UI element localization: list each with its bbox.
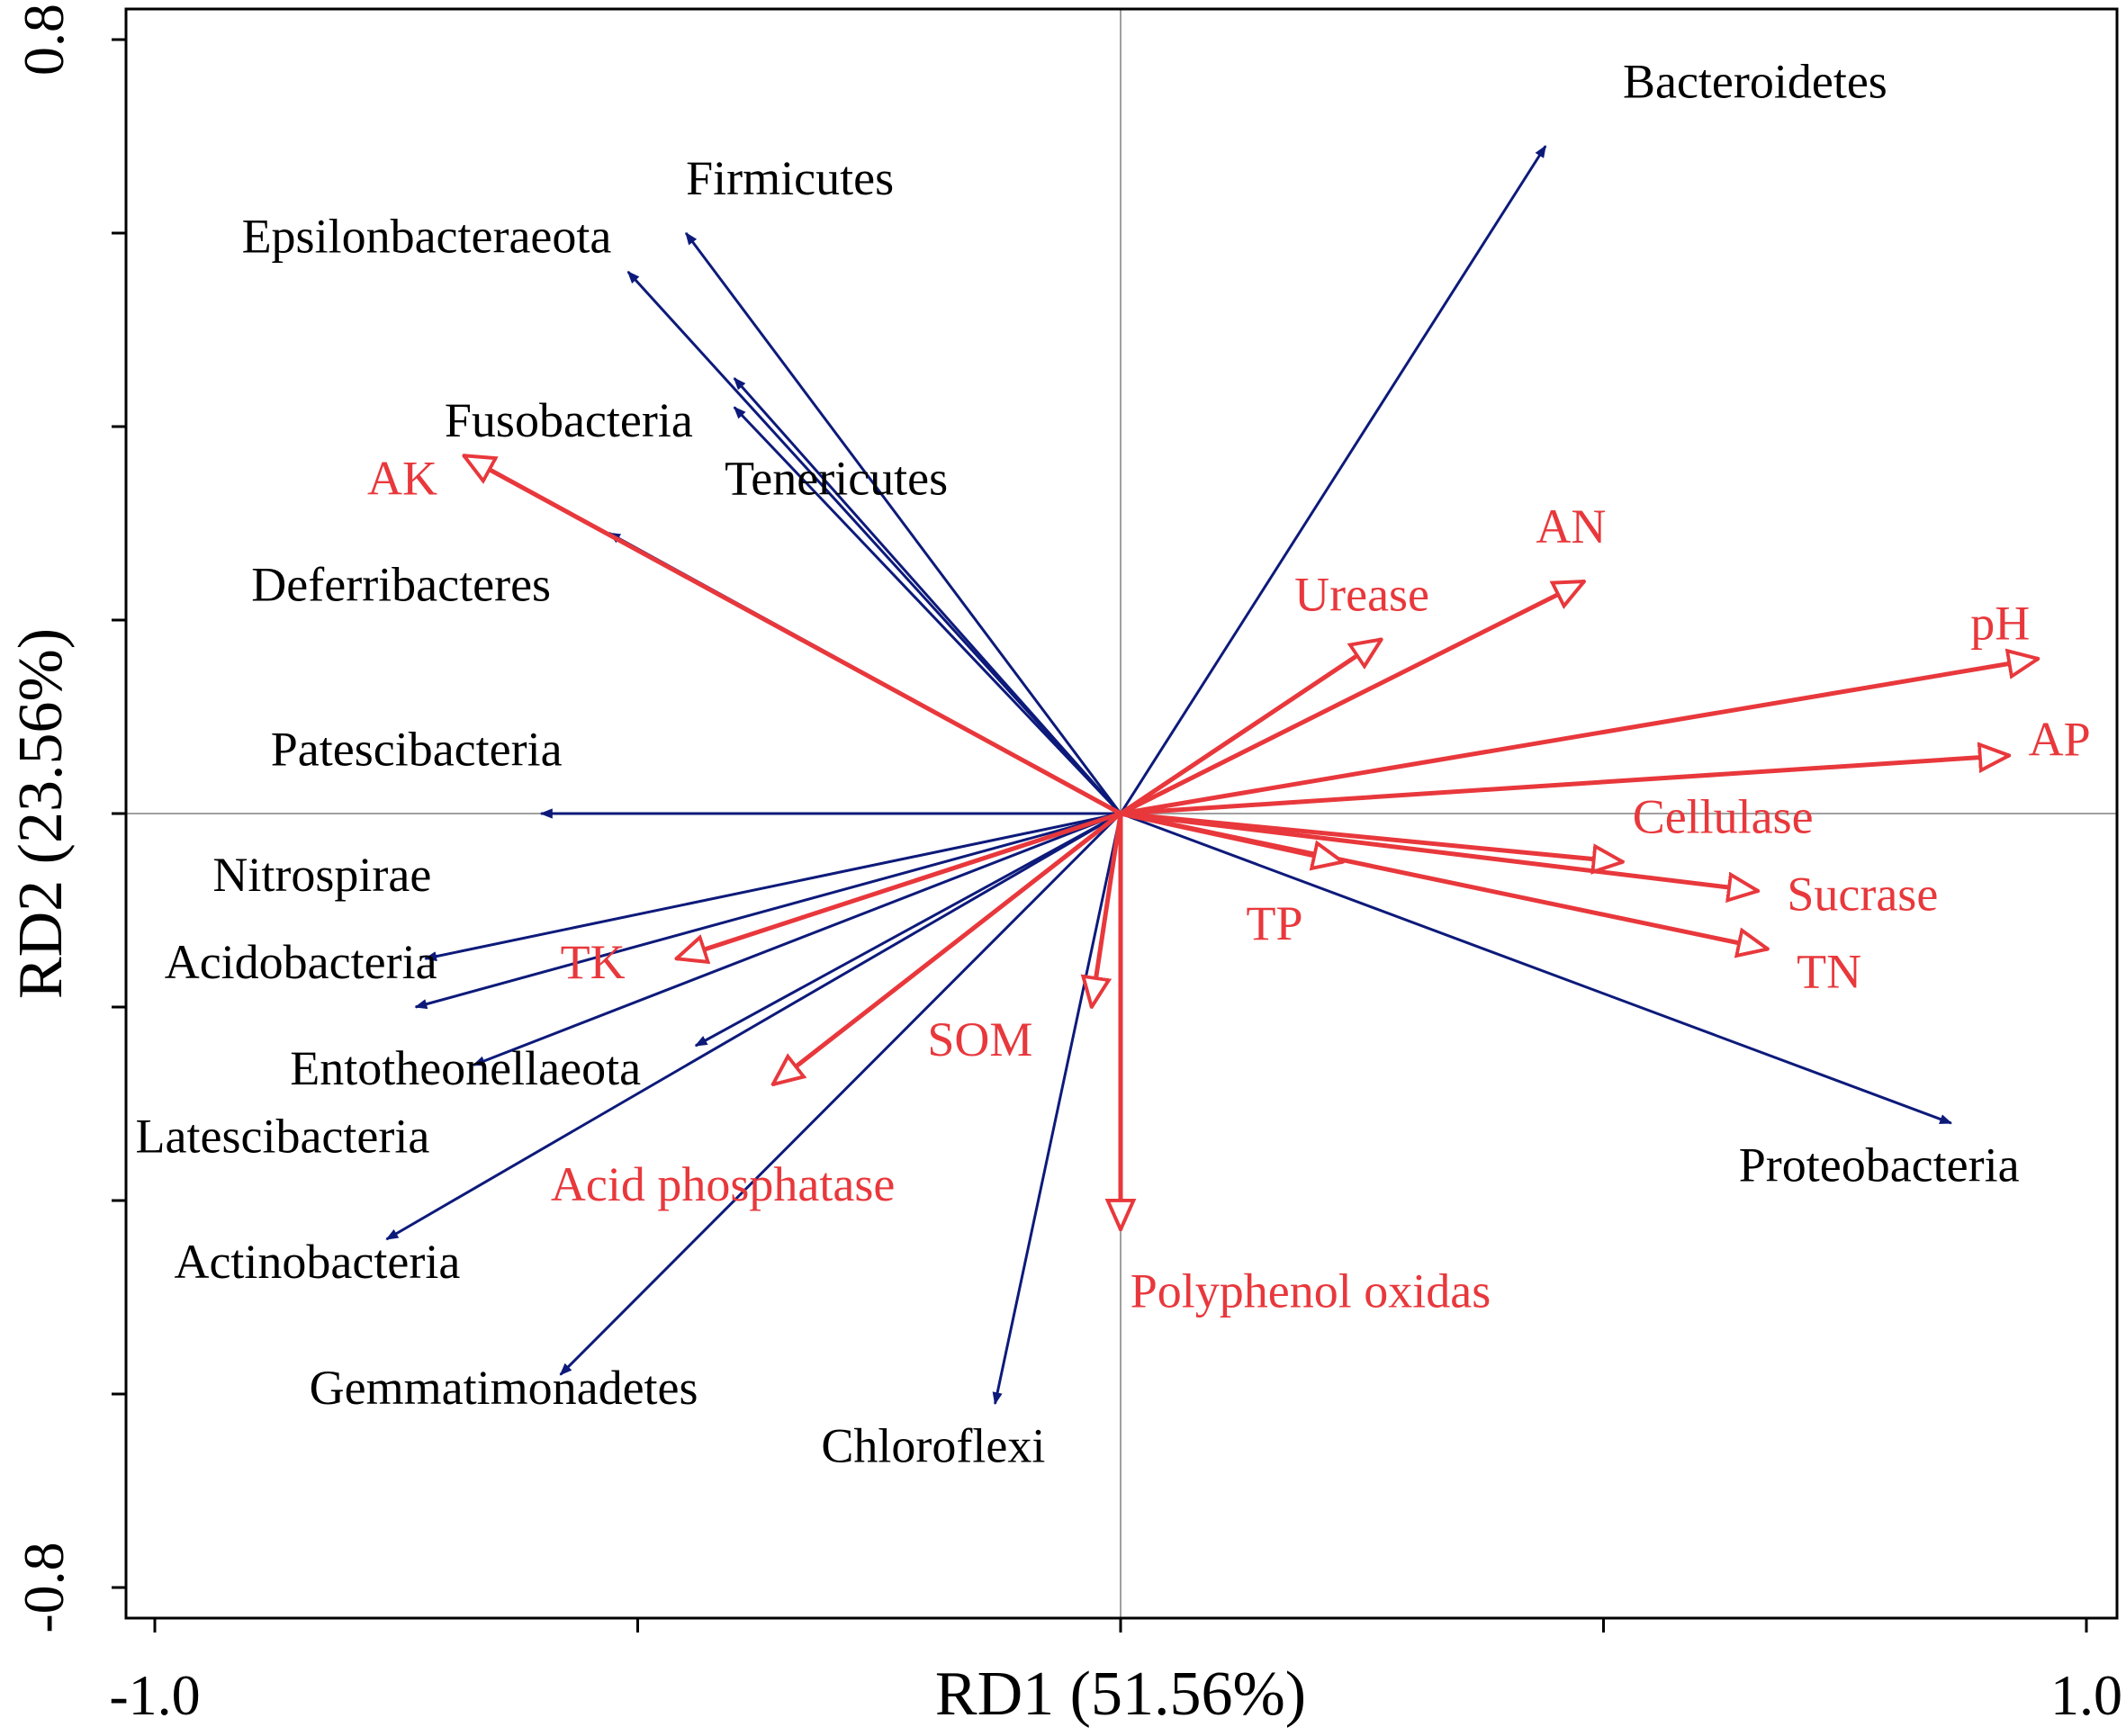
environment-label: TK	[561, 935, 626, 989]
environment-arrow	[1120, 659, 2038, 816]
species-arrow	[414, 812, 1122, 1010]
environment-label: Sucrase	[1787, 868, 1938, 922]
environment-arrow	[1120, 811, 1758, 891]
x-axis-ticks	[153, 1618, 2088, 1633]
environment-arrow	[1092, 813, 1123, 1007]
species-label: Epsilonbacteraeota	[242, 210, 612, 264]
environment-label: Urease	[1294, 567, 1429, 621]
environment-label: Acid phosphatase	[551, 1157, 895, 1211]
environment-label: SOM	[927, 1012, 1032, 1066]
species-label: Patescibacteria	[271, 722, 563, 776]
y-axis-title: RD2 (23.56%)	[6, 628, 76, 999]
species-labels: Bacteroidetes Firmicutes Epsilonbacteraeot…	[136, 55, 2020, 1473]
x-axis-title: RD1 (51.56%)	[935, 1660, 1306, 1729]
x-tick-label: 1.0	[2050, 1663, 2122, 1727]
environment-label: AK	[367, 451, 437, 505]
species-label: Latescibacteria	[136, 1109, 430, 1163]
species-arrow	[684, 231, 1122, 814]
species-label: Chloroflexi	[821, 1418, 1045, 1472]
environment-arrow	[1120, 811, 1343, 862]
environment-label: AN	[1536, 499, 1606, 553]
environment-label: Cellulase	[1633, 790, 1814, 844]
species-label: Fusobacteria	[445, 393, 693, 447]
y-axis-tick-labels: 0.8 -0.8	[12, 4, 76, 1633]
species-label: Firmicutes	[686, 151, 894, 205]
environment-arrow	[464, 455, 1122, 816]
species-arrow	[472, 812, 1122, 1066]
environment-arrow	[1119, 640, 1382, 816]
species-label: Deferribacteres	[251, 558, 551, 612]
environment-arrow	[676, 811, 1122, 958]
environment-label: TP	[1246, 896, 1302, 950]
species-arrow	[694, 812, 1122, 1048]
species-arrow	[385, 812, 1122, 1241]
y-axis-ticks	[112, 38, 126, 1589]
species-arrow	[992, 813, 1122, 1406]
environment-label: TN	[1797, 945, 1861, 999]
species-arrow	[559, 812, 1122, 1376]
species-label: Tenericutes	[725, 451, 948, 505]
environment-arrow	[773, 812, 1122, 1084]
environment-label: pH	[1970, 597, 2030, 651]
x-axis-tick-labels: -1.0 1.0	[109, 1663, 2122, 1727]
species-label: Proteobacteria	[1739, 1138, 2020, 1192]
environment-label: Polyphenol oxidas	[1131, 1264, 1491, 1318]
y-tick-label: -0.8	[12, 1542, 76, 1633]
species-arrow	[733, 377, 1122, 814]
species-label: Acidobacteria	[165, 935, 437, 989]
environment-arrow	[1119, 579, 1584, 816]
species-label: Nitrospirae	[212, 848, 431, 902]
species-arrow	[733, 406, 1122, 815]
species-label: Actinobacteria	[174, 1235, 460, 1289]
environment-arrow	[1120, 756, 2009, 816]
species-arrow	[424, 812, 1122, 962]
species-label: Gemmatimonadetes	[310, 1361, 698, 1415]
environment-label: AP	[2029, 713, 2091, 767]
species-arrow	[626, 270, 1122, 815]
x-tick-label: -1.0	[109, 1663, 200, 1727]
species-arrow	[1120, 812, 1953, 1125]
species-label: Entotheonellaeota	[290, 1041, 641, 1095]
environment-labels: AK AN Urease pH AP Cellulase Sucrase TN TP TK SOM A…	[367, 451, 2091, 1318]
environment-arrows	[464, 455, 2038, 1229]
species-arrow	[1119, 145, 1547, 814]
y-tick-label: 0.8	[12, 4, 76, 76]
species-label: Bacteroidetes	[1623, 55, 1887, 109]
